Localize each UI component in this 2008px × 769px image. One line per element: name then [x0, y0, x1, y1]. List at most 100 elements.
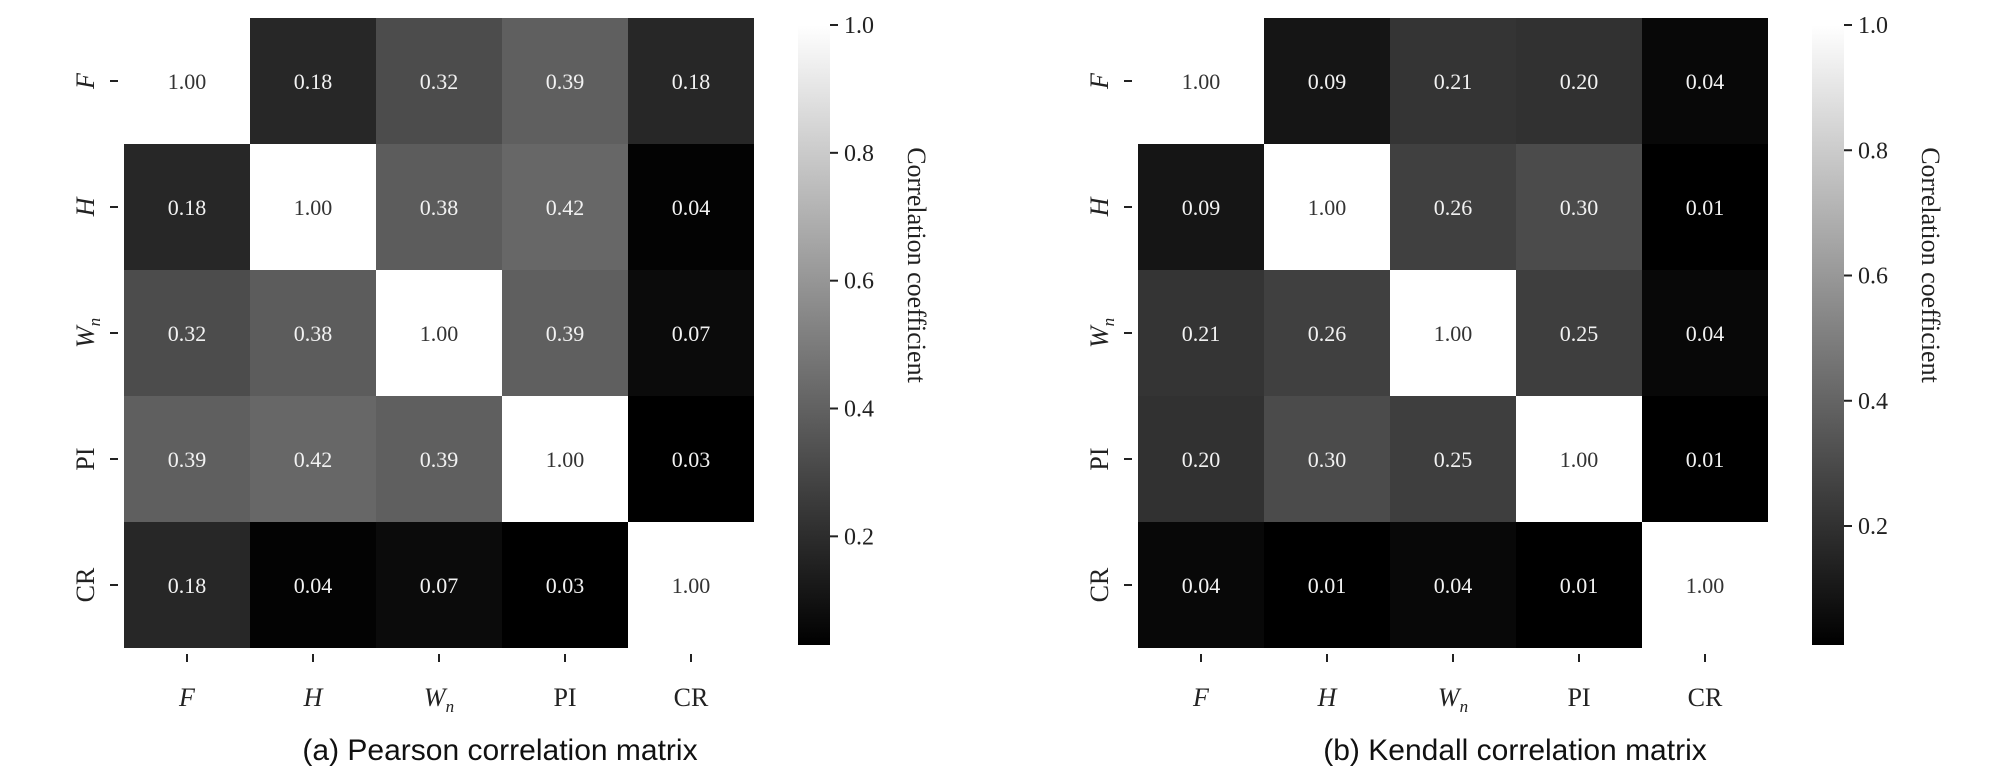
cell-value-label: 0.18: [168, 573, 207, 598]
cell-value-label: 0.04: [1182, 573, 1221, 598]
x-tick-label: PI: [553, 683, 576, 712]
cell-value-label: 0.04: [1434, 573, 1473, 598]
heatmap-cell: [124, 396, 250, 522]
heatmap-cell: [502, 18, 628, 144]
cell-value-label: 0.09: [1308, 69, 1347, 94]
colorbar-label: Correlation coefficient: [902, 147, 931, 383]
heatmap-cell: [1138, 396, 1264, 522]
heatmap-cell: [1138, 522, 1264, 648]
cell-value-label: 0.26: [1434, 195, 1473, 220]
colorbar: [1812, 25, 1844, 645]
heatmap-cell: [1390, 396, 1516, 522]
x-tick-label: PI: [1567, 683, 1590, 712]
cell-value-label: 0.18: [294, 69, 333, 94]
cell-value-label: 1.00: [1434, 321, 1473, 346]
heatmap-cell: [1642, 396, 1768, 522]
heatmap-cell: [1264, 144, 1390, 270]
cell-value-label: 0.39: [168, 447, 207, 472]
cell-value-label: 1.00: [1182, 69, 1221, 94]
heatmap-cell: [502, 144, 628, 270]
cell-value-label: 1.00: [294, 195, 333, 220]
colorbar-tick-label: 0.6: [1858, 264, 1888, 290]
heatmap-cell: [124, 522, 250, 648]
heatmap-cell: [1516, 396, 1642, 522]
heatmap-cell: [1642, 522, 1768, 648]
cell-value-label: 0.26: [1308, 321, 1347, 346]
cell-value-label: 0.42: [294, 447, 333, 472]
y-tick-label: Wn: [1085, 318, 1118, 348]
cell-value-label: 0.32: [420, 69, 459, 94]
y-tick-label: H: [71, 196, 100, 217]
x-tick-label: F: [1192, 683, 1210, 712]
heatmap-cell: [1264, 18, 1390, 144]
heatmap-cell: [376, 144, 502, 270]
cell-value-label: 0.30: [1308, 447, 1347, 472]
heatmap-cell: [250, 18, 376, 144]
colorbar-tick-label: 0.6: [844, 269, 874, 295]
heatmap-cell: [502, 522, 628, 648]
x-tick-label: CR: [674, 683, 709, 712]
cell-value-label: 0.04: [1686, 321, 1725, 346]
heatmap-cell: [250, 522, 376, 648]
heatmap-cell: [376, 270, 502, 396]
cell-value-label: 0.25: [1434, 447, 1473, 472]
colorbar-tick-label: 1.0: [1858, 13, 1888, 39]
cell-value-label: 1.00: [672, 573, 711, 598]
cell-value-label: 0.30: [1560, 195, 1599, 220]
x-tick-label: H: [1317, 683, 1338, 712]
colorbar: [798, 25, 830, 645]
y-tick-label: CR: [71, 567, 100, 602]
heatmap-cell: [1390, 144, 1516, 270]
cell-value-label: 1.00: [1308, 195, 1347, 220]
chart-caption: (b) Kendall correlation matrix: [1323, 734, 1706, 767]
cell-value-label: 1.00: [1560, 447, 1599, 472]
cell-value-label: 0.01: [1686, 447, 1725, 472]
cell-value-label: 0.01: [1560, 573, 1599, 598]
cell-value-label: 0.32: [168, 321, 207, 346]
heatmap-panel-pearson: 1.00 0.18 0.32 0.39 0.18 0.18 1.00 0.38 0.42 0.04…: [71, 13, 931, 767]
colorbar-tick-label: 0.8: [1858, 138, 1888, 164]
heatmap-cell: [250, 144, 376, 270]
cell-value-label: 0.03: [672, 447, 711, 472]
heatmap-cell: [1390, 270, 1516, 396]
cell-value-label: 0.25: [1560, 321, 1599, 346]
heatmap-cell: [376, 522, 502, 648]
cell-value-label: 0.07: [420, 573, 459, 598]
heatmap-cell: [1516, 522, 1642, 648]
heatmap-cell: [1138, 144, 1264, 270]
chart-caption: (a) Pearson correlation matrix: [302, 734, 697, 767]
cell-value-label: 0.39: [420, 447, 459, 472]
cell-value-label: 1.00: [1686, 573, 1725, 598]
heatmap-cell: [502, 270, 628, 396]
x-tick-label: Wn: [1438, 683, 1468, 716]
cell-value-label: 0.04: [1686, 69, 1725, 94]
cell-value-label: 0.09: [1182, 195, 1221, 220]
heatmap-cell: [1264, 522, 1390, 648]
y-tick-label: F: [1085, 72, 1114, 90]
heatmap-cell: [250, 396, 376, 522]
cell-value-label: 0.42: [546, 195, 585, 220]
y-tick-label: F: [71, 72, 100, 90]
colorbar-tick-label: 0.2: [1858, 514, 1888, 540]
y-tick-label: H: [1085, 196, 1114, 217]
cell-value-label: 0.21: [1182, 321, 1221, 346]
heatmap-cell: [124, 270, 250, 396]
heatmap-cell: [376, 396, 502, 522]
cell-value-label: 0.39: [546, 321, 585, 346]
y-tick-label: CR: [1085, 567, 1114, 602]
heatmap-cell: [1390, 18, 1516, 144]
heatmap-cell: [628, 396, 754, 522]
y-tick-label: PI: [71, 447, 100, 470]
heatmap-cell: [1138, 270, 1264, 396]
heatmap-cell: [502, 396, 628, 522]
cell-value-label: 0.21: [1434, 69, 1473, 94]
heatmap-cell: [1516, 144, 1642, 270]
x-tick-label: Wn: [424, 683, 454, 716]
heatmap-cell: [1390, 522, 1516, 648]
heatmap-cell: [1516, 270, 1642, 396]
cell-value-label: 0.18: [672, 69, 711, 94]
heatmap-cell: [376, 18, 502, 144]
cell-value-label: 0.38: [420, 195, 459, 220]
cell-value-label: 0.20: [1182, 447, 1221, 472]
